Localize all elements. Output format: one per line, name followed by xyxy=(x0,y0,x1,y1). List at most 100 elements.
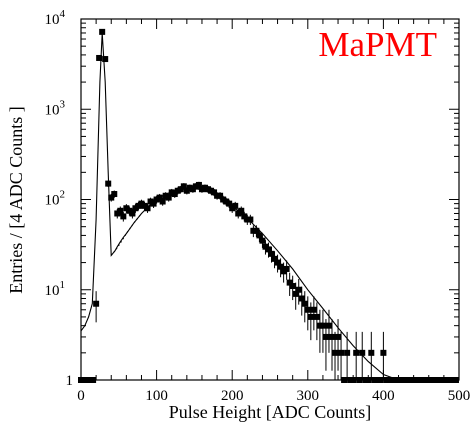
data-point xyxy=(283,265,290,272)
data-point xyxy=(265,246,272,253)
data-point xyxy=(335,333,342,340)
data-point xyxy=(292,290,299,297)
data-point xyxy=(353,349,360,356)
data-point xyxy=(108,194,115,201)
data-point xyxy=(220,196,227,203)
data-point xyxy=(183,187,190,194)
data-point xyxy=(374,377,381,383)
data-point xyxy=(316,322,323,329)
data-point xyxy=(295,286,302,293)
data-point xyxy=(247,216,254,223)
data-point xyxy=(428,377,435,383)
data-point xyxy=(174,187,181,194)
data-point xyxy=(144,205,151,212)
data-point xyxy=(307,313,314,320)
data-point xyxy=(341,377,348,383)
data-point xyxy=(425,377,432,383)
data-point xyxy=(359,349,366,356)
data-point xyxy=(338,349,345,356)
data-point xyxy=(410,377,417,383)
data-point xyxy=(383,377,390,383)
data-point xyxy=(241,213,248,220)
data-point xyxy=(147,198,154,205)
data-point xyxy=(223,198,230,205)
data-point xyxy=(205,186,212,193)
data-point xyxy=(129,210,136,217)
data-point xyxy=(274,259,281,266)
data-point xyxy=(150,200,157,207)
data-point xyxy=(389,377,396,383)
data-point xyxy=(177,186,184,193)
data-point xyxy=(244,216,251,223)
x-tick-label: 0 xyxy=(77,388,85,404)
data-point xyxy=(268,250,275,257)
data-point xyxy=(217,192,224,199)
data-point xyxy=(271,255,278,262)
data-point xyxy=(452,377,459,383)
data-point xyxy=(313,313,320,320)
data-point xyxy=(344,349,351,356)
data-point xyxy=(235,210,242,217)
data-point xyxy=(99,28,106,35)
data-point xyxy=(289,283,296,290)
data-point xyxy=(156,194,163,201)
data-point xyxy=(165,194,172,201)
data-point xyxy=(446,377,453,383)
data-point xyxy=(81,377,88,383)
data-point xyxy=(186,184,193,191)
axis-ticks xyxy=(80,19,460,381)
data-point xyxy=(214,192,221,199)
data-point xyxy=(93,300,100,307)
data-point xyxy=(120,213,127,220)
data-point xyxy=(401,377,408,383)
data-point xyxy=(434,377,441,383)
data-point xyxy=(259,237,266,244)
data-point xyxy=(377,377,384,383)
data-point xyxy=(195,181,202,188)
data-point xyxy=(437,377,444,383)
x-tick-label: 400 xyxy=(372,388,395,404)
data-point xyxy=(395,377,402,383)
data-point xyxy=(310,306,317,313)
fit-curve-dotted xyxy=(110,213,142,256)
data-point xyxy=(226,200,233,207)
data-point xyxy=(238,207,245,214)
data-point xyxy=(416,377,423,383)
data-point xyxy=(449,377,456,383)
data-point xyxy=(322,333,329,340)
data-point xyxy=(180,183,187,190)
mapmt-annotation: MaPMT xyxy=(318,25,437,64)
data-point xyxy=(280,268,287,275)
data-point xyxy=(304,306,311,313)
data-point xyxy=(362,377,369,383)
data-point xyxy=(422,377,429,383)
data-point xyxy=(380,349,387,356)
data-point xyxy=(398,377,405,383)
data-point xyxy=(404,377,411,383)
data-point xyxy=(298,295,305,302)
data-point xyxy=(159,198,166,205)
data-point xyxy=(229,205,236,212)
data-point xyxy=(392,377,399,383)
data-point xyxy=(350,377,357,383)
y-tick-label: 1 xyxy=(66,373,74,389)
data-point xyxy=(168,189,175,196)
data-point xyxy=(141,202,148,209)
data-point xyxy=(365,377,372,383)
data-point xyxy=(419,377,426,383)
data-point xyxy=(328,333,335,340)
data-point xyxy=(440,377,447,383)
y-axis-title: Entries / [4 ADC Counts ] xyxy=(6,106,26,294)
data-point xyxy=(114,210,121,217)
data-point xyxy=(325,322,332,329)
data-point xyxy=(87,377,94,383)
data-point xyxy=(262,243,269,250)
data-point xyxy=(431,377,438,383)
data-point xyxy=(132,205,139,212)
data-point xyxy=(138,200,145,207)
data-point xyxy=(208,187,215,194)
x-tick-label: 300 xyxy=(297,388,320,404)
data-point xyxy=(301,300,308,307)
data-point xyxy=(347,377,354,383)
